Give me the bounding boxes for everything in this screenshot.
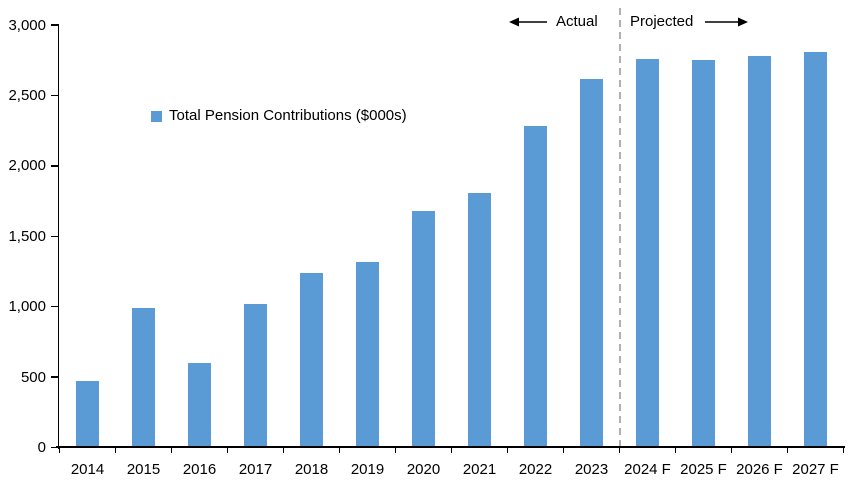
y-tick-500 bbox=[51, 376, 58, 378]
x-tick-label-2017: 2017 bbox=[238, 461, 273, 478]
actual-projected-divider-line bbox=[618, 8, 621, 448]
actual-left-arrow-icon bbox=[509, 17, 547, 27]
x-tick-label-2018: 2018 bbox=[294, 461, 329, 478]
x-tick-label-2027-f: 2027 F bbox=[792, 461, 839, 478]
y-tick-label-2000: 2,000 bbox=[8, 157, 46, 175]
y-tick-2000 bbox=[51, 165, 58, 167]
x-tick-6 bbox=[394, 447, 397, 453]
bar-2026-f bbox=[748, 55, 771, 448]
x-tick-0 bbox=[58, 447, 61, 453]
x-tick-label-2015: 2015 bbox=[126, 461, 161, 478]
y-tick-2500 bbox=[51, 94, 58, 97]
x-tick-1 bbox=[114, 447, 117, 453]
x-tick-label-2025-f: 2025 F bbox=[680, 461, 727, 478]
x-tick-11 bbox=[674, 447, 677, 453]
x-tick-8 bbox=[506, 447, 509, 453]
x-tick-label-2020: 2020 bbox=[406, 461, 441, 478]
x-tick-label-2024-f: 2024 F bbox=[624, 461, 671, 478]
bar-2022 bbox=[524, 126, 547, 448]
x-axis-line bbox=[55, 446, 845, 448]
y-tick-label-2500: 2,500 bbox=[8, 86, 46, 104]
bar-2014 bbox=[76, 381, 99, 448]
x-tick-label-2023: 2023 bbox=[574, 461, 609, 478]
y-tick-label-0: 0 bbox=[37, 439, 46, 456]
projected-label: Projected bbox=[630, 13, 694, 30]
x-tick-10 bbox=[618, 447, 621, 453]
bar-2016 bbox=[188, 363, 211, 448]
legend: Total Pension Contributions ($000s) bbox=[151, 107, 407, 125]
bar-2023 bbox=[580, 78, 603, 448]
x-tick-9 bbox=[562, 447, 565, 453]
legend-marker-icon bbox=[151, 110, 162, 122]
bar-2021 bbox=[468, 192, 491, 448]
actual-label: Actual bbox=[556, 13, 598, 30]
x-tick-14 bbox=[842, 447, 845, 453]
y-tick-label-1000: 1,000 bbox=[8, 298, 46, 316]
x-tick-label-2022: 2022 bbox=[518, 461, 553, 478]
x-tick-label-2014: 2014 bbox=[70, 461, 105, 478]
x-tick-13 bbox=[786, 447, 789, 453]
y-tick-label-1500: 1,500 bbox=[8, 227, 46, 245]
bar-2027-f bbox=[804, 51, 827, 448]
x-tick-label-2021: 2021 bbox=[462, 461, 497, 478]
bar-2015 bbox=[132, 308, 155, 448]
x-tick-7 bbox=[450, 447, 453, 453]
x-tick-2 bbox=[170, 447, 173, 453]
bar-2018 bbox=[300, 272, 323, 448]
bar-2017 bbox=[244, 303, 267, 448]
projected-right-arrow-icon bbox=[705, 17, 748, 27]
x-tick-4 bbox=[282, 447, 285, 453]
bar-2024-f bbox=[636, 58, 659, 448]
y-tick-label-500: 500 bbox=[20, 368, 46, 386]
bar-2019 bbox=[356, 261, 379, 448]
bar-2020 bbox=[412, 210, 435, 448]
y-tick-1000 bbox=[51, 305, 58, 308]
y-axis-line bbox=[57, 24, 60, 449]
y-tick-0 bbox=[51, 446, 58, 449]
x-tick-12 bbox=[730, 447, 733, 453]
y-tick-label-3000: 3,000 bbox=[8, 16, 46, 34]
legend-label: Total Pension Contributions ($000s) bbox=[169, 107, 407, 124]
x-tick-3 bbox=[226, 447, 229, 453]
y-tick-1500 bbox=[51, 235, 58, 237]
y-tick-3000 bbox=[51, 24, 58, 26]
bar-2025-f bbox=[692, 60, 715, 448]
x-tick-label-2019: 2019 bbox=[350, 461, 385, 478]
x-tick-5 bbox=[338, 447, 341, 453]
x-tick-label-2016: 2016 bbox=[182, 461, 217, 478]
x-tick-label-2026-f: 2026 F bbox=[736, 461, 783, 478]
